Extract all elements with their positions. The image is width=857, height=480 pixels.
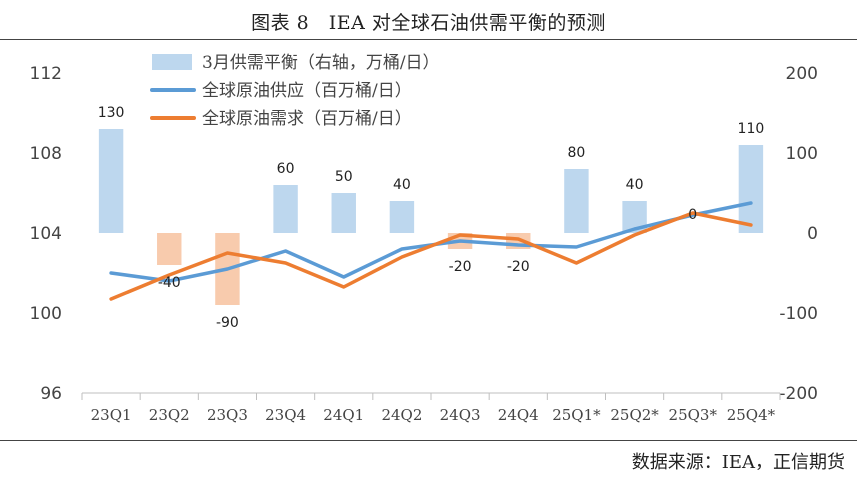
legend-entry-label: 全球原油需求（百万桶/日） (202, 109, 412, 129)
bar-data-label: 40 (626, 177, 644, 193)
legend-entry-label: 全球原油供应（百万桶/日） (202, 81, 412, 101)
right-axis-tick-label: 200 (786, 64, 818, 84)
x-axis-tick-label: 25Q1* (552, 406, 601, 424)
balance-bar (331, 193, 356, 233)
x-axis-tick-label: 24Q1 (323, 406, 364, 424)
x-axis-tick-label: 25Q3* (669, 406, 718, 424)
bar-data-label: -40 (158, 275, 181, 291)
x-axis-tick-label: 24Q2 (381, 406, 422, 424)
right-axis-tick-label: 100 (786, 144, 818, 164)
x-axis-tick-label: 23Q1 (91, 406, 132, 424)
x-axis-tick-label: 25Q4* (727, 406, 776, 424)
bar-data-label: -20 (507, 259, 530, 275)
top-rule (0, 39, 857, 40)
bar-data-label: 50 (335, 169, 353, 185)
chart-title-bar: 图表 8 IEA 对全球石油供需平衡的预测 (0, 0, 857, 40)
x-axis-tick-label: 24Q3 (440, 406, 481, 424)
bar-data-label: -90 (216, 315, 239, 331)
demand-line (109, 211, 753, 301)
bar-data-label: 40 (393, 177, 411, 193)
right-axis-tick-label: -200 (779, 384, 818, 404)
balance-bar (98, 129, 124, 233)
left-axis-tick-label: 108 (30, 144, 62, 164)
bar-data-label: 130 (98, 105, 125, 121)
supply-line (109, 201, 753, 283)
x-axis-tick-label: 23Q4 (265, 406, 306, 424)
left-axis-tick-label: 100 (30, 304, 62, 324)
bar-data-label: 0 (688, 207, 697, 223)
balance-bar (564, 169, 589, 233)
legend-entry-label: 3月供需平衡（右轴，万桶/日） (202, 53, 440, 73)
source-note: 数据来源：IEA，正信期货 (631, 452, 845, 473)
x-axis-tick-label: 23Q2 (149, 406, 190, 424)
bar-data-label: 80 (568, 145, 586, 161)
right-axis-tick-label: -100 (779, 304, 818, 324)
left-axis-tick-label: 96 (40, 384, 62, 404)
right-axis-tick-label: 0 (807, 224, 818, 244)
balance-bar (157, 233, 182, 265)
balance-bar (389, 201, 415, 233)
x-axis-tick-label: 25Q2* (610, 406, 659, 424)
left-axis-tick-label: 104 (30, 224, 62, 244)
balance-bar (738, 145, 764, 233)
left-axis-tick-label: 112 (30, 64, 62, 84)
bar-data-label: -20 (449, 259, 472, 275)
chart-title: 图表 8 IEA 对全球石油供需平衡的预测 (251, 12, 606, 34)
bottom-rule (0, 440, 857, 441)
bar-data-label: 110 (738, 121, 765, 137)
bar-data-label: 60 (277, 161, 295, 177)
x-axis-tick-label: 24Q4 (498, 406, 539, 424)
x-axis-tick-label: 23Q3 (207, 406, 248, 424)
balance-bar (273, 185, 298, 233)
legend-bar-swatch (152, 54, 192, 70)
